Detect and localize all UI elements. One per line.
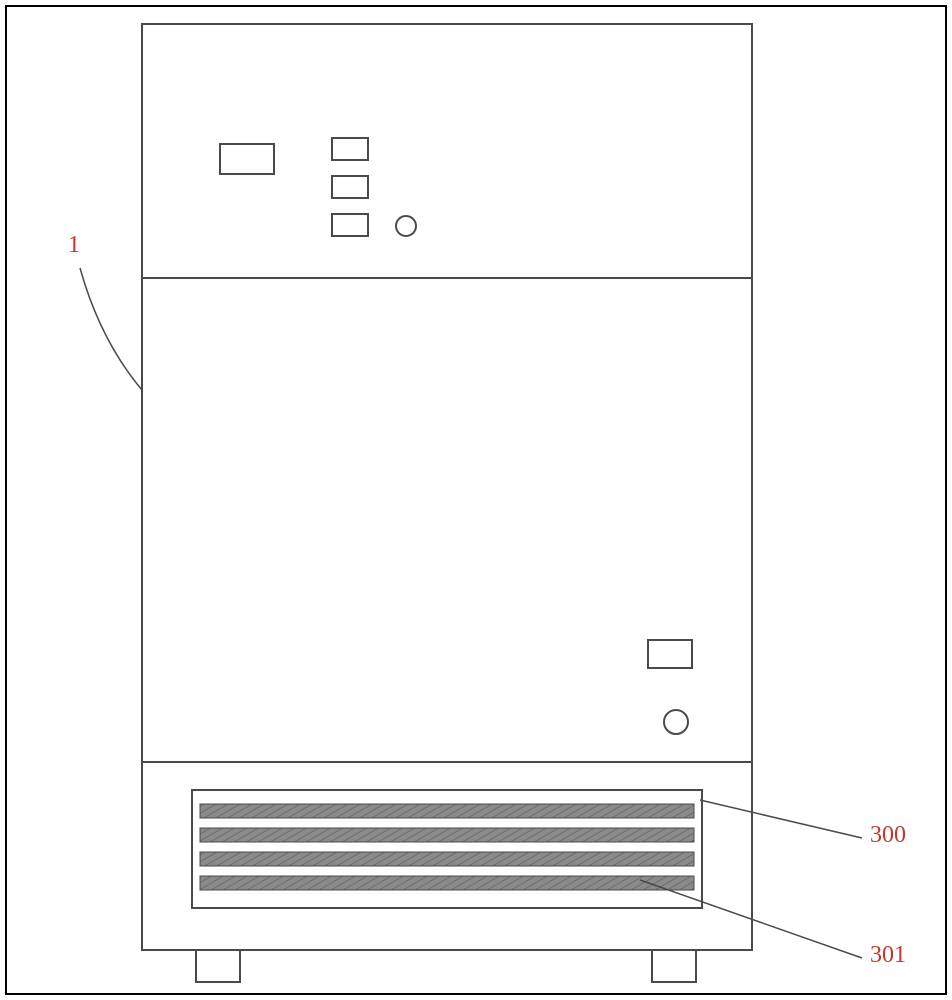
- knob-mid: [664, 710, 688, 734]
- label-300: 300: [870, 822, 906, 849]
- button-1: [332, 138, 368, 160]
- knob-top: [396, 216, 416, 236]
- label-301: 301: [870, 942, 906, 969]
- display-rect: [220, 144, 274, 174]
- vent-slat-2: [200, 828, 694, 842]
- diagram-canvas: 1 300 301: [0, 0, 952, 1000]
- vent-slat-3: [200, 852, 694, 866]
- foot-right: [652, 950, 696, 982]
- vent-slat-4: [200, 876, 694, 890]
- foot-left: [196, 950, 240, 982]
- diagram-svg: [0, 0, 952, 1000]
- vent-slat-1: [200, 804, 694, 818]
- label-1: 1: [68, 232, 80, 259]
- leader-1: [80, 268, 142, 390]
- button-3: [332, 214, 368, 236]
- mid-rect: [648, 640, 692, 668]
- button-2: [332, 176, 368, 198]
